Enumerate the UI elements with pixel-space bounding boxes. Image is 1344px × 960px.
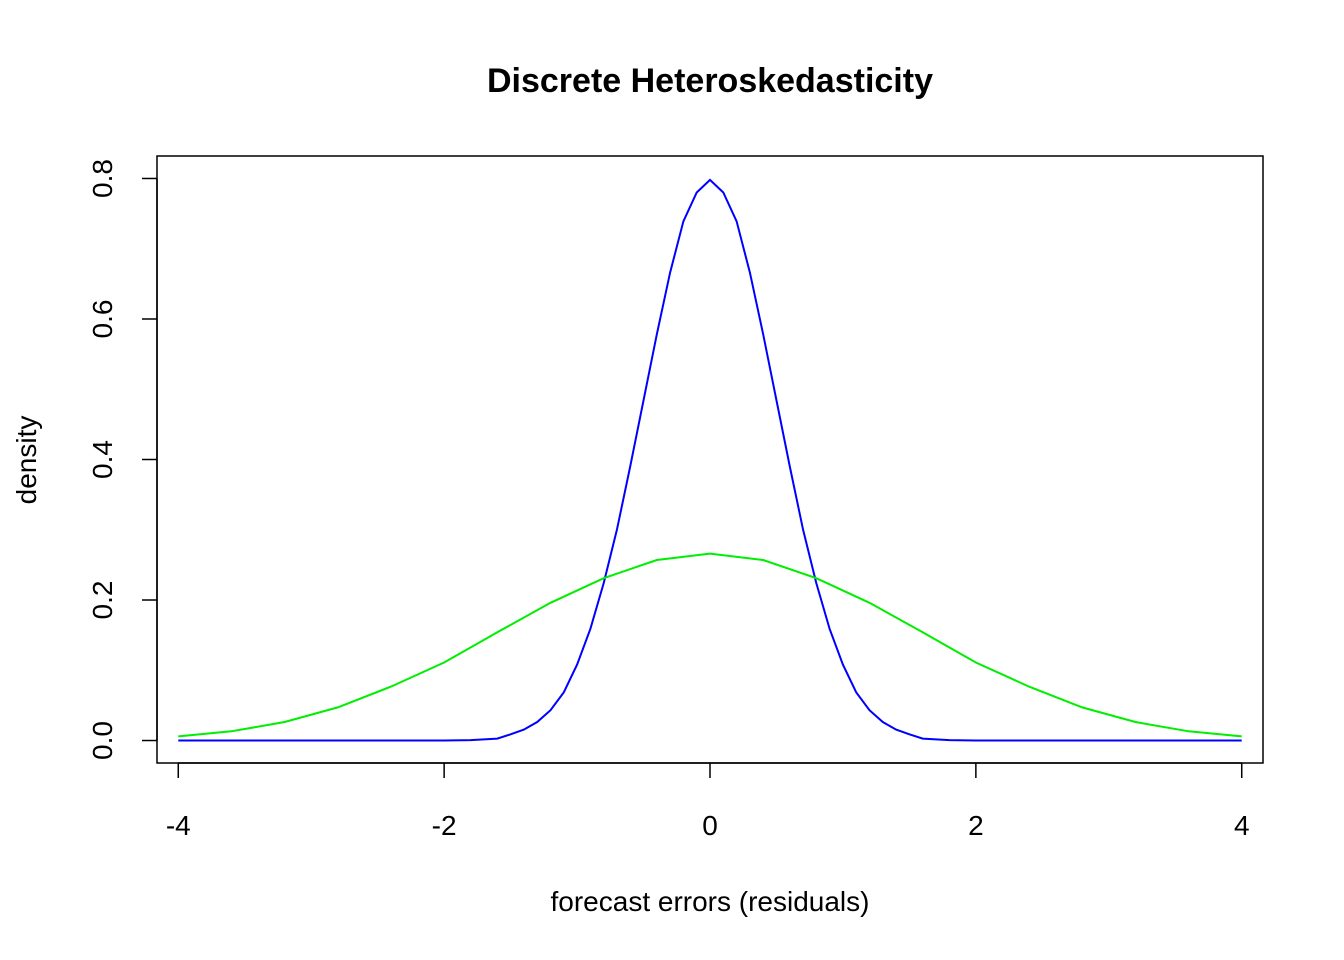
x-tick-label: -4 [166, 810, 191, 841]
series-line-1 [178, 178, 1242, 742]
x-tick-label: -2 [432, 810, 457, 841]
y-tick-label: 0.0 [87, 721, 118, 760]
chart-title: Discrete Heteroskedasticity [487, 62, 933, 100]
y-axis-label: density [11, 416, 42, 505]
y-tick-label: 0.8 [87, 159, 118, 198]
x-axis-label: forecast errors (residuals) [551, 886, 870, 917]
x-axis: -4 -2 0 2 4 [166, 762, 1250, 841]
plot-frame [156, 155, 1264, 764]
y-axis: 0.0 0.2 0.4 0.6 0.8 [87, 159, 158, 760]
y-tick-label: 0.6 [87, 300, 118, 339]
x-tick-label: 0 [702, 810, 718, 841]
x-tick-label: 2 [968, 810, 984, 841]
x-tick-label: 4 [1234, 810, 1250, 841]
series-layer [178, 178, 1242, 742]
y-tick-label: 0.4 [87, 440, 118, 479]
series-line-2 [178, 552, 1242, 738]
y-tick-label: 0.2 [87, 581, 118, 620]
